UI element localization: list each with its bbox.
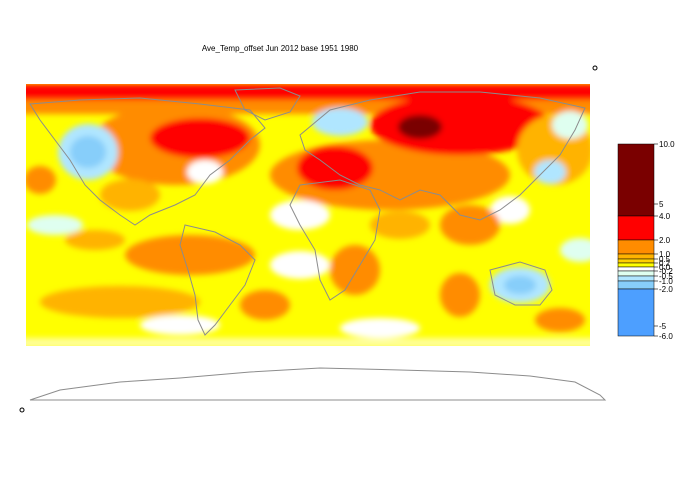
legend-band-5 — [617, 262, 655, 268]
legend-tick-label: 0.5 — [659, 255, 671, 264]
legend-tick-label: -6.0 — [659, 332, 673, 341]
anomaly-field — [26, 84, 590, 346]
legend-band-10 — [617, 288, 655, 337]
legend-tick-label: -2.0 — [659, 285, 673, 294]
legend-tick-label: -5 — [659, 322, 667, 331]
legend-tick-label: -0.2 — [659, 267, 673, 276]
south-america-outline — [179, 224, 256, 336]
legend-tick-label: 1.0 — [659, 250, 671, 259]
legend-tick-label: 5 — [659, 200, 664, 209]
legend-tick-label: 4.0 — [659, 212, 671, 221]
land-outlines — [29, 87, 607, 401]
corner-marker-bottom-left — [19, 407, 25, 413]
legend-band-7 — [617, 270, 655, 277]
eurasia-outline — [299, 91, 586, 221]
legend-band-4 — [617, 258, 655, 264]
australia-outline — [489, 261, 553, 306]
legend-band-3 — [617, 253, 655, 260]
legend-band-8 — [617, 275, 655, 282]
map-title: Ave_Temp_offset Jun 2012 base 1951 1980 — [201, 44, 359, 53]
legend-tick-label: 0.0 — [659, 263, 671, 272]
legend-tick-label: -0.5 — [659, 272, 673, 281]
legend-tick-label: 2.0 — [659, 236, 671, 245]
antarctica-outline — [29, 367, 607, 401]
north-america-outline — [29, 97, 266, 226]
legend-tick-label: 0.2 — [659, 259, 671, 268]
corner-marker-top-right — [592, 65, 598, 71]
legend-band-6 — [617, 266, 655, 272]
legend-band-1 — [617, 215, 655, 241]
legend-tick-label: -1.0 — [659, 277, 673, 286]
legend-tick-label: 10.0 — [659, 140, 675, 149]
legend-band-0 — [617, 143, 655, 217]
legend-band-9 — [617, 280, 655, 290]
color-legend: 10.0 5 4.0 2.0 1.00.50.20.0-0.2-0.5-1.0-2.0 -… — [617, 140, 675, 341]
africa-outline — [289, 179, 381, 301]
legend-band-2 — [617, 239, 655, 255]
greenland-outline — [234, 87, 301, 121]
